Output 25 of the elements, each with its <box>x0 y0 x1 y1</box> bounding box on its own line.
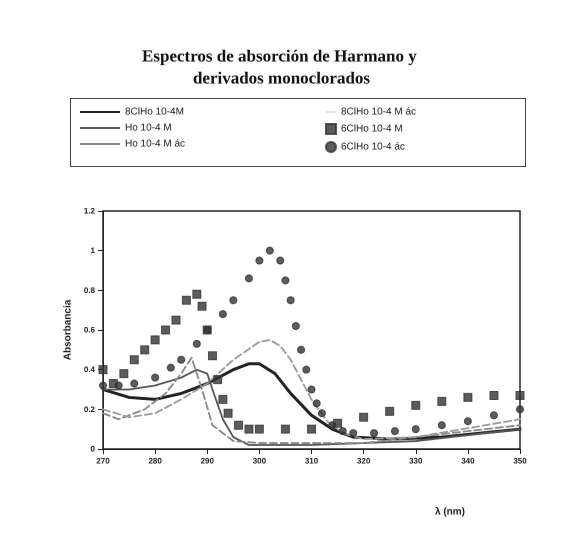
legend-label: Ho 10-4 M <box>125 122 172 134</box>
x-tick-label: 350 <box>513 456 528 466</box>
x-tick-label: 270 <box>96 456 110 466</box>
y-tick-label: 0 <box>90 444 96 454</box>
y-tick-label: 0.6 <box>84 326 96 334</box>
x-tick-label: 310 <box>304 456 319 466</box>
y-tick-label: 1 <box>90 246 96 256</box>
x-tick-label: 340 <box>461 456 476 466</box>
x-tick-label: 290 <box>200 456 214 466</box>
y-tick-label: 0.4 <box>84 365 96 374</box>
y-tick-label: 0.2 <box>84 404 96 414</box>
y-tick-label: 0.8 <box>84 286 96 295</box>
legend-label: 8ClHo 10-4 M ác <box>341 106 416 118</box>
x-tick-label: 300 <box>252 456 267 466</box>
legend-label: 6ClHo 10-4 ác <box>341 142 405 152</box>
y-tick-label: 1.2 <box>84 206 96 216</box>
legend-label: Ho 10-4 M ác <box>125 138 186 150</box>
x-tick-label: 280 <box>148 456 162 466</box>
x-tick-label: 320 <box>356 456 371 466</box>
x-tick-label: 330 <box>409 456 423 466</box>
legend-label: 6ClHo 10-4 M <box>341 124 403 134</box>
x-axis-title: λ (nm) <box>435 506 465 518</box>
chart-title: Espectros de absorción de Harmano y derivados monoclorados <box>142 46 421 88</box>
legend-label: 8ClHo 10-4M <box>125 106 184 118</box>
y-axis-title: Absorbancia <box>62 299 74 360</box>
